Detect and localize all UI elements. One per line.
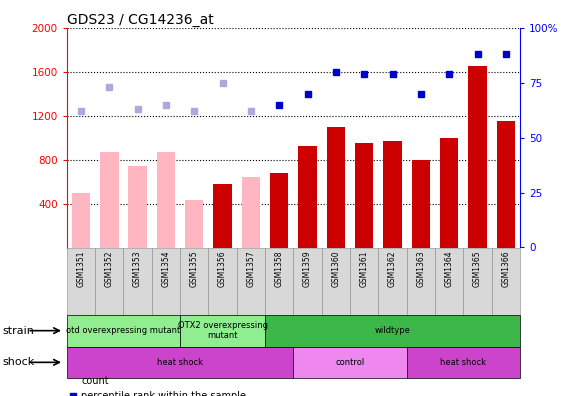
Bar	[185, 200, 203, 248]
Text: GDS23 / CG14236_at: GDS23 / CG14236_at	[67, 13, 214, 27]
Text: wildtype: wildtype	[375, 326, 410, 335]
Bar	[180, 248, 209, 315]
Bar	[327, 127, 345, 248]
Bar	[95, 248, 123, 315]
Text: GSM1360: GSM1360	[331, 251, 340, 287]
Text: GSM1361: GSM1361	[360, 251, 369, 287]
Bar	[72, 192, 90, 248]
Bar	[100, 152, 119, 248]
Bar	[123, 248, 152, 315]
Bar	[407, 346, 520, 378]
Bar	[67, 315, 180, 346]
Bar	[67, 248, 95, 315]
Text: GSM1355: GSM1355	[190, 251, 199, 287]
Text: otd overexpressing mutant: otd overexpressing mutant	[66, 326, 181, 335]
Text: GSM1362: GSM1362	[388, 251, 397, 287]
Text: GSM1356: GSM1356	[218, 251, 227, 287]
Bar	[237, 248, 265, 315]
Text: heat shock: heat shock	[440, 358, 486, 367]
Bar	[497, 121, 515, 248]
Text: percentile rank within the sample: percentile rank within the sample	[81, 390, 246, 396]
Bar	[412, 160, 430, 248]
Text: GSM1352: GSM1352	[105, 251, 114, 287]
Bar	[180, 315, 265, 346]
Bar	[293, 248, 322, 315]
Text: GSM1364: GSM1364	[444, 251, 454, 287]
Bar	[435, 248, 464, 315]
Bar	[270, 173, 288, 248]
Text: count: count	[81, 375, 109, 386]
Text: strain: strain	[3, 326, 35, 336]
Text: GSM1354: GSM1354	[162, 251, 170, 287]
Bar	[213, 184, 232, 248]
Bar	[350, 248, 378, 315]
Text: GSM1359: GSM1359	[303, 251, 312, 287]
Bar	[468, 66, 487, 248]
Bar	[67, 346, 293, 378]
Text: GSM1353: GSM1353	[133, 251, 142, 287]
Text: GSM1351: GSM1351	[77, 251, 85, 287]
Bar	[265, 315, 520, 346]
Text: control: control	[335, 358, 365, 367]
Bar	[128, 166, 147, 248]
Bar	[407, 248, 435, 315]
Bar	[440, 137, 458, 248]
Text: heat shock: heat shock	[157, 358, 203, 367]
Bar	[293, 346, 407, 378]
Bar	[209, 248, 237, 315]
Bar	[383, 141, 401, 248]
Text: GSM1358: GSM1358	[275, 251, 284, 287]
Bar	[492, 248, 520, 315]
Text: GSM1357: GSM1357	[246, 251, 256, 287]
Bar	[378, 248, 407, 315]
Text: GSM1363: GSM1363	[417, 251, 425, 287]
Bar	[299, 147, 317, 248]
Bar	[152, 248, 180, 315]
Bar	[157, 152, 175, 248]
Text: OTX2 overexpressing
mutant: OTX2 overexpressing mutant	[178, 321, 268, 340]
Text: GSM1365: GSM1365	[473, 251, 482, 287]
Text: GSM1366: GSM1366	[501, 251, 510, 287]
Text: shock: shock	[3, 357, 35, 367]
Bar	[355, 143, 374, 248]
Bar	[464, 248, 492, 315]
Bar	[242, 177, 260, 248]
Bar	[322, 248, 350, 315]
Bar	[265, 248, 293, 315]
